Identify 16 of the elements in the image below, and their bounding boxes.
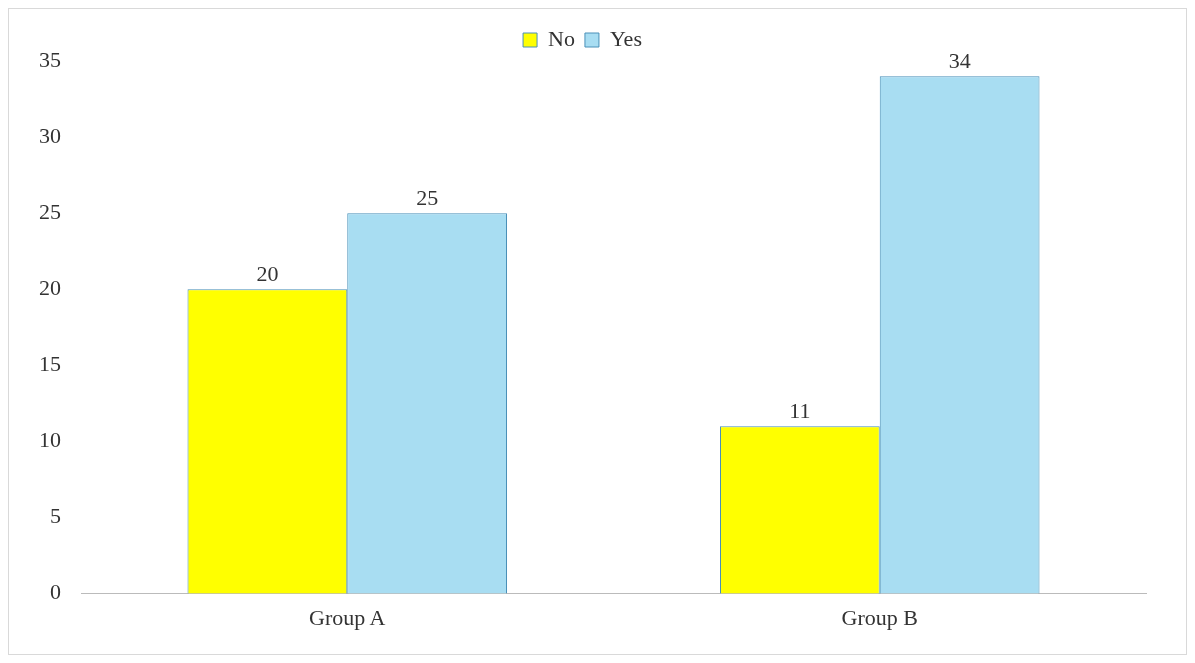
y-tick-label: 5 bbox=[50, 503, 61, 529]
y-tick-label: 30 bbox=[39, 122, 61, 148]
x-tick-label: Group A bbox=[309, 604, 386, 630]
data-label: 20 bbox=[256, 261, 279, 287]
y-tick-label: 25 bbox=[39, 198, 61, 224]
y-tick-label: 35 bbox=[39, 46, 61, 72]
data-label: 25 bbox=[416, 184, 439, 210]
y-tick-label: 10 bbox=[39, 427, 61, 453]
legend-label: Yes bbox=[609, 25, 642, 51]
data-label: 11 bbox=[789, 397, 811, 423]
y-tick-label: 20 bbox=[39, 275, 61, 301]
x-tick-label: Group B bbox=[841, 604, 918, 630]
y-tick-label: 15 bbox=[39, 351, 61, 377]
y-tick-label: 0 bbox=[50, 579, 61, 605]
legend-label: No bbox=[548, 25, 575, 51]
data-label: 34 bbox=[948, 48, 971, 73]
